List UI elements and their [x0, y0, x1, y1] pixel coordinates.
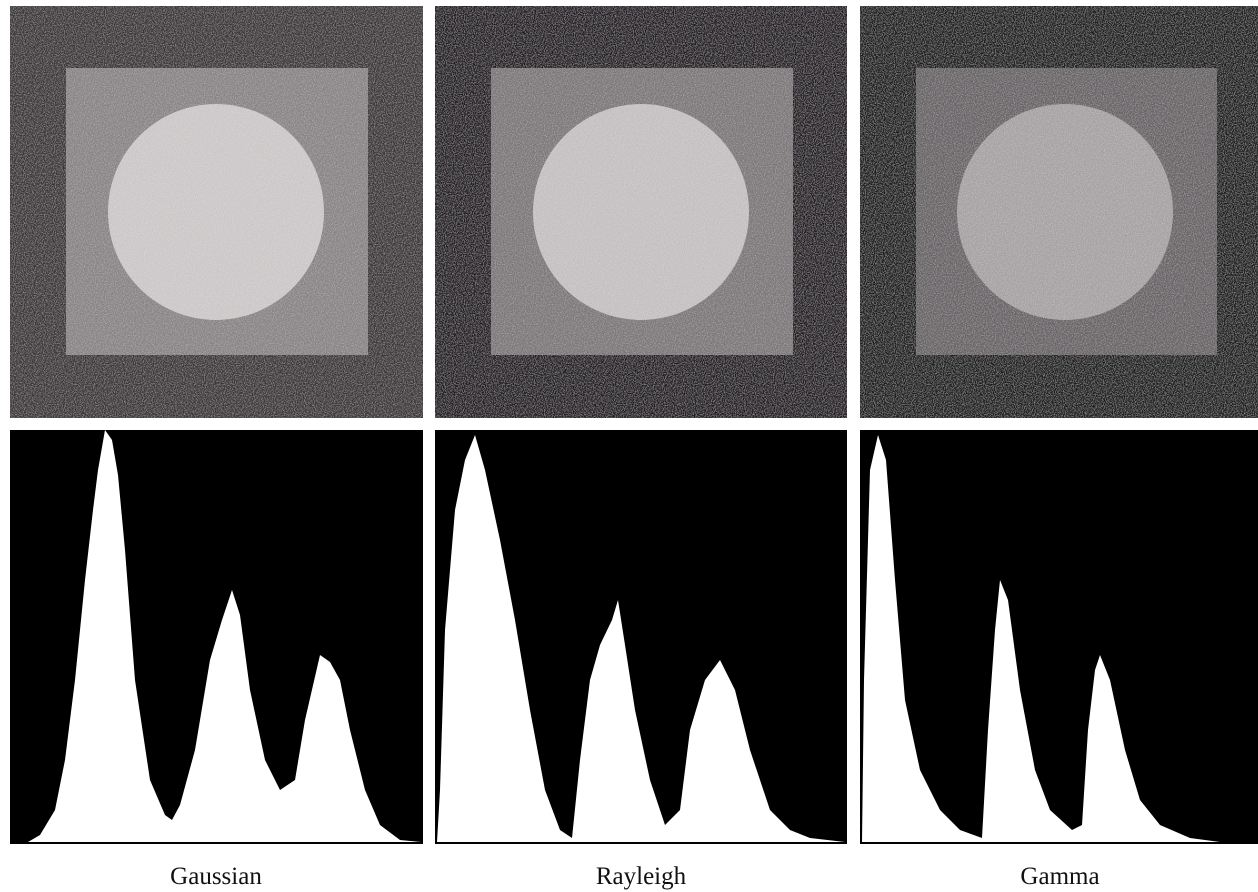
caption: Gaussian [170, 863, 262, 890]
caption: Rayleigh [596, 863, 687, 890]
histogram [12, 430, 421, 842]
noisy-image [10, 6, 423, 418]
histogram [862, 435, 1220, 842]
histograms [10, 430, 1258, 844]
noisy-image [435, 6, 847, 418]
noisy-image [860, 6, 1258, 418]
histogram [437, 435, 845, 842]
caption: Gamma [1020, 863, 1099, 890]
histogram-panel [860, 430, 1258, 844]
